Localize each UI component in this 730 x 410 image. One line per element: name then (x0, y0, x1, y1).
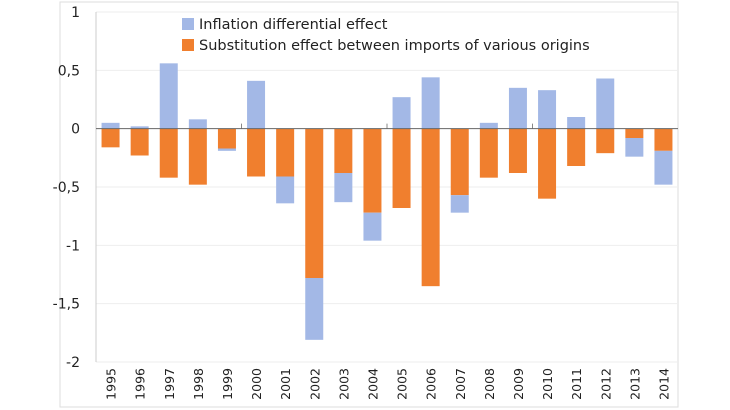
bar-substitution-2002 (305, 128, 324, 278)
x-tick-label: 2002 (307, 368, 322, 400)
y-tick-label: -1,5 (53, 297, 80, 313)
bar-substitution-1996 (130, 128, 149, 156)
bar-substitution-2004 (363, 128, 382, 213)
bar-inflation-2011 (567, 117, 586, 129)
bar-inflation-1998 (188, 119, 207, 129)
bar-inflation-2007 (450, 195, 469, 213)
y-tick-label: -2 (66, 355, 80, 371)
y-tick-label: -1 (66, 238, 80, 254)
x-tick-label: 2010 (540, 368, 555, 400)
bar-inflation-1995 (101, 122, 120, 129)
legend-label-1: Substitution effect between imports of v… (199, 38, 590, 54)
x-tick-label: 2009 (511, 368, 526, 400)
bar-substitution-2012 (596, 128, 615, 154)
bar-inflation-1999 (217, 148, 236, 151)
x-tick-label: 1997 (162, 368, 177, 400)
bar-inflation-1996 (130, 126, 149, 129)
y-tick-label: -0,5 (53, 180, 80, 196)
bar-substitution-2000 (247, 128, 266, 177)
bar-inflation-2014 (654, 150, 673, 185)
bar-inflation-2008 (479, 122, 498, 129)
legend-swatch-0 (182, 18, 194, 30)
x-tick-label: 2003 (336, 368, 351, 400)
x-tick-label: 2007 (453, 368, 468, 400)
bar-substitution-2003 (334, 128, 353, 173)
x-tick-label: 2012 (598, 368, 613, 400)
bar-substitution-1995 (101, 128, 120, 148)
x-tick-label: 1995 (104, 368, 119, 400)
bar-substitution-2007 (450, 128, 469, 196)
x-tick-label: 2013 (627, 368, 642, 400)
x-tick-label: 2006 (424, 368, 439, 400)
x-tick-label: 2001 (278, 368, 293, 400)
bar-substitution-2010 (538, 128, 557, 199)
bar-inflation-2002 (305, 278, 324, 340)
legend-swatch-1 (182, 39, 194, 51)
bar-substitution-2014 (654, 128, 673, 151)
bar-substitution-2001 (276, 128, 295, 177)
bar-inflation-2003 (334, 173, 353, 203)
x-tick-label: 2005 (395, 368, 410, 400)
bar-substitution-2006 (421, 128, 440, 287)
bar-substitution-2011 (567, 128, 586, 166)
bar-inflation-2001 (276, 176, 295, 204)
x-tick-label: 2014 (656, 368, 671, 400)
y-tick-label: 0 (71, 122, 80, 138)
x-tick-label: 2000 (249, 368, 264, 400)
x-tick-label: 1998 (191, 368, 206, 400)
bar-substitution-2009 (508, 128, 527, 173)
bar-substitution-2005 (392, 128, 411, 208)
bar-substitution-1998 (188, 128, 207, 185)
bar-inflation-2013 (625, 138, 644, 157)
y-tick-label: 0,5 (58, 63, 80, 79)
bar-substitution-1999 (217, 128, 236, 149)
bar-inflation-1997 (159, 63, 178, 129)
x-tick-label: 2004 (365, 368, 380, 400)
bar-substitution-2013 (625, 128, 644, 138)
bar-inflation-2005 (392, 97, 411, 129)
bar-inflation-2004 (363, 212, 382, 241)
bar-inflation-2006 (421, 77, 440, 129)
bar-inflation-2000 (247, 80, 266, 129)
bar-inflation-2012 (596, 78, 615, 129)
bar-substitution-1997 (159, 128, 178, 178)
y-tick-label: 1 (71, 5, 80, 21)
plot-frame (59, 1, 679, 408)
bar-inflation-2009 (508, 87, 527, 129)
bar-substitution-2008 (479, 128, 498, 178)
x-tick-label: 2008 (482, 368, 497, 400)
bar-inflation-2010 (538, 90, 557, 129)
x-tick-label: 1996 (133, 368, 148, 400)
x-tick-label: 1999 (220, 368, 235, 400)
x-tick-label: 2011 (569, 368, 584, 400)
legend-label-0: Inflation differential effect (199, 17, 388, 33)
